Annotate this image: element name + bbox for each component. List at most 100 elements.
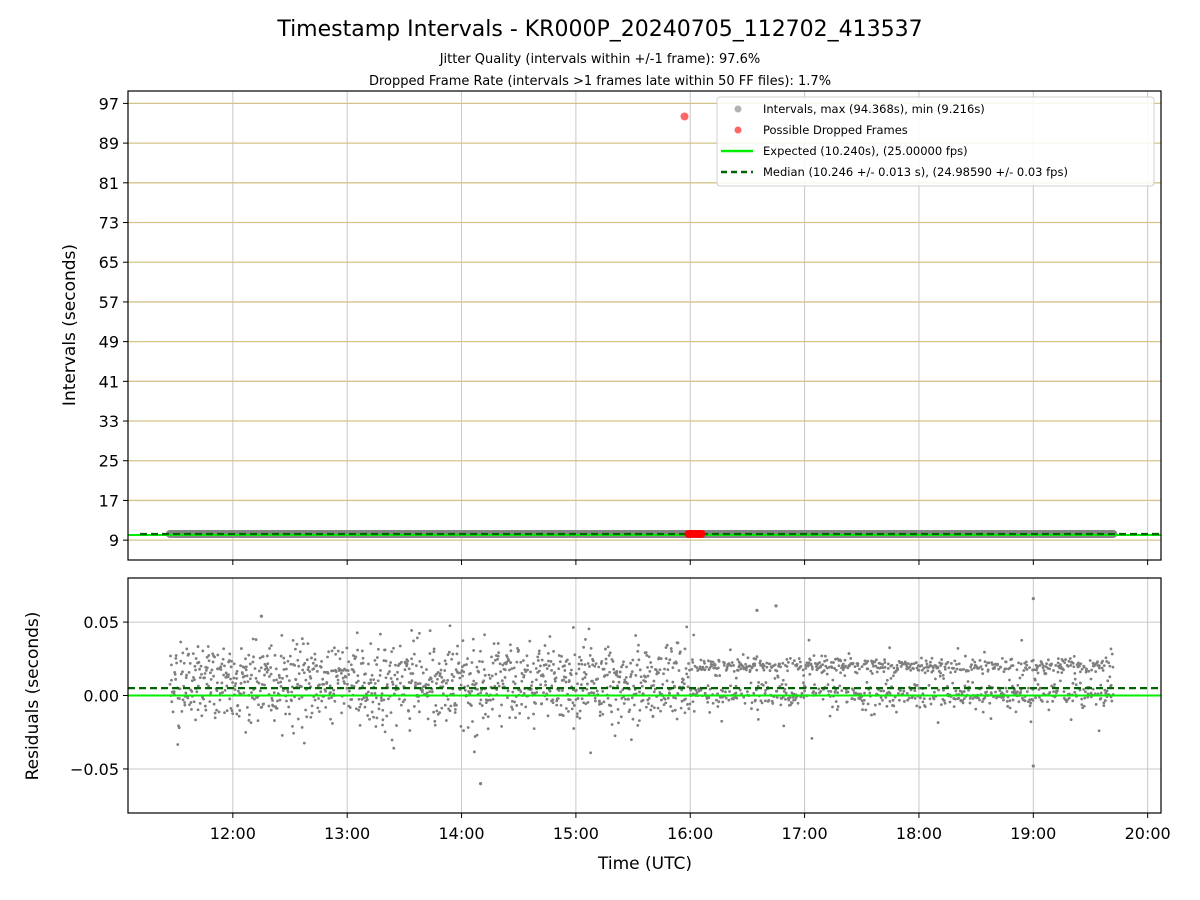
- residual-point: [876, 666, 879, 670]
- residual-point: [690, 668, 694, 671]
- residual-point: [239, 664, 242, 668]
- residual-point: [819, 689, 823, 693]
- residual-point: [952, 666, 955, 670]
- residual-point: [311, 661, 315, 665]
- residual-point: [1016, 690, 1019, 694]
- residual-point: [892, 704, 896, 708]
- residual-point: [644, 651, 648, 654]
- top-ytick-label-4: 41: [99, 372, 119, 391]
- residual-point: [871, 662, 875, 666]
- residual-point: [369, 681, 373, 684]
- residual-point: [1050, 662, 1053, 666]
- residual-point: [258, 689, 262, 693]
- residual-point: [718, 674, 722, 677]
- residual-point: [754, 657, 758, 661]
- residual-point: [1094, 670, 1098, 673]
- residual-point: [507, 668, 511, 672]
- residual-point: [210, 668, 214, 672]
- residual-point: [486, 727, 490, 731]
- residual-point: [550, 669, 553, 672]
- residual-point: [1053, 683, 1056, 686]
- residual-point: [684, 697, 687, 701]
- residual-point: [691, 700, 695, 704]
- residual-point: [275, 678, 278, 682]
- residual-point: [394, 663, 397, 667]
- residual-point: [346, 669, 350, 672]
- residual-point: [1004, 660, 1008, 664]
- residual-point: [834, 700, 838, 703]
- residual-point: [257, 703, 260, 707]
- residual-point: [373, 691, 377, 695]
- residual-point: [667, 661, 671, 665]
- residual-point: [230, 659, 233, 663]
- residual-point: [1088, 659, 1092, 662]
- residual-point: [918, 705, 922, 709]
- residual-point: [675, 661, 678, 665]
- residual-point: [636, 724, 640, 727]
- residual-point: [236, 689, 240, 693]
- residual-point: [974, 707, 978, 711]
- residual-point: [923, 705, 927, 709]
- residual-point: [340, 711, 344, 715]
- residual-point: [475, 733, 479, 737]
- residual-point: [371, 700, 375, 704]
- residual-point: [427, 683, 430, 687]
- residual-point: [915, 666, 919, 670]
- residual-point: [791, 695, 795, 699]
- residual-point: [695, 691, 699, 695]
- residual-point: [792, 659, 796, 663]
- residual-point: [448, 709, 452, 713]
- residual-point: [789, 656, 792, 660]
- residual-point: [443, 669, 447, 672]
- residual-point: [941, 673, 945, 677]
- residual-point: [883, 658, 886, 662]
- residual-point: [1104, 656, 1108, 660]
- residual-point: [296, 717, 300, 721]
- legend-label-intervals: Intervals, max (94.368s), min (9.216s): [763, 102, 985, 116]
- residual-point: [180, 709, 184, 713]
- residual-outlier-3: [259, 614, 264, 618]
- residual-point: [1080, 667, 1084, 671]
- residual-point: [881, 666, 885, 670]
- residual-point: [348, 689, 351, 693]
- residual-point: [759, 699, 763, 703]
- residual-point: [548, 689, 552, 693]
- residual-point: [1038, 664, 1042, 667]
- residual-point: [317, 710, 321, 713]
- residual-point: [832, 661, 835, 664]
- residual-point: [896, 667, 900, 671]
- residual-point: [1025, 690, 1029, 694]
- residual-point: [609, 684, 612, 688]
- residual-point: [775, 696, 779, 699]
- residual-point: [190, 707, 193, 711]
- residual-point: [344, 668, 348, 672]
- residual-point: [768, 662, 772, 666]
- residual-point: [538, 669, 541, 673]
- residual-point: [921, 692, 925, 696]
- residual-point: [730, 661, 734, 664]
- residual-point: [436, 677, 439, 681]
- residual-point: [287, 679, 291, 682]
- residual-point: [834, 688, 838, 692]
- residual-point: [459, 724, 463, 728]
- residual-point: [746, 656, 750, 660]
- residual-point: [434, 704, 438, 707]
- residual-point: [532, 727, 536, 731]
- residual-point: [1109, 647, 1113, 651]
- residual-point: [244, 668, 248, 672]
- residual-point: [623, 678, 627, 682]
- residual-point: [1005, 690, 1009, 693]
- residual-point: [1069, 664, 1073, 667]
- residual-point: [694, 688, 698, 692]
- residual-point: [1111, 665, 1115, 669]
- residual-point: [711, 660, 715, 664]
- residual-point: [652, 690, 656, 694]
- residual-point: [356, 648, 359, 652]
- residual-point: [218, 691, 222, 695]
- residual-point: [1060, 671, 1064, 675]
- residual-point: [174, 654, 178, 657]
- residual-point: [943, 701, 947, 705]
- residual-point: [450, 679, 454, 682]
- residual-point: [1008, 699, 1012, 703]
- residual-point: [861, 708, 864, 712]
